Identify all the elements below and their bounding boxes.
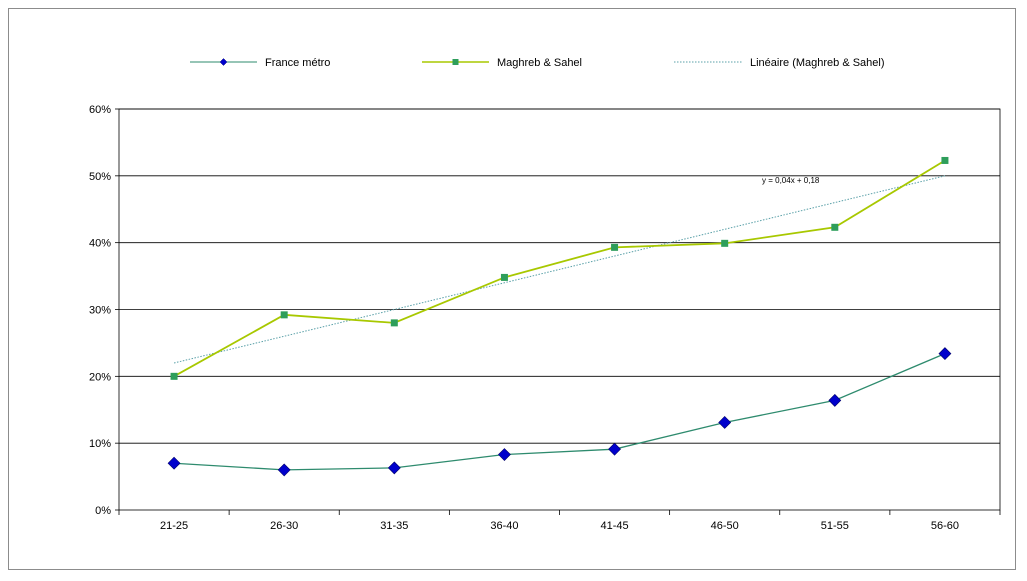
series-group [167, 156, 952, 477]
data-point [498, 448, 511, 461]
y-tick-label: 30% [89, 305, 111, 317]
y-tick-label: 40% [89, 238, 111, 250]
trendline-equation: y = 0,04x + 0,18 [762, 176, 820, 185]
legend-label-trendline: Linéaire (Maghreb & Sahel) [750, 57, 885, 69]
chart-frame: France métro Maghreb & Sahel Linéaire (M… [8, 8, 1016, 570]
data-point [608, 442, 621, 456]
data-point [831, 223, 839, 231]
data-point [167, 456, 181, 470]
legend-item-france: France métro [190, 57, 330, 69]
legend: France métro Maghreb & Sahel Linéaire (M… [190, 57, 885, 69]
series-maghreb-sahel [170, 156, 949, 380]
trendline-group [173, 175, 946, 364]
y-axis-tick-labels: 0% 10% 20% 30% 40% 50% 60% [89, 104, 111, 517]
x-tick-label: 46-50 [711, 520, 739, 532]
axes [115, 108, 1001, 515]
x-tick-label: 51-55 [821, 520, 849, 532]
legend-item-trendline: Linéaire (Maghreb & Sahel) [674, 57, 885, 69]
y-tick-label: 60% [89, 104, 111, 116]
x-tick-label: 31-35 [380, 520, 408, 532]
x-tick-label: 26-30 [270, 520, 298, 532]
x-tick-label: 36-40 [490, 520, 518, 532]
x-tick-label: 21-25 [160, 520, 188, 532]
y-tick-label: 50% [89, 171, 111, 183]
gridlines [119, 108, 1000, 444]
trendline-maghreb-sahel [173, 175, 946, 364]
data-point [280, 311, 288, 319]
x-tick-label: 41-45 [600, 520, 628, 532]
y-tick-label: 0% [95, 505, 111, 517]
series-france-metro [167, 347, 952, 477]
data-point [941, 156, 949, 164]
data-point [938, 347, 952, 361]
line-chart: France métro Maghreb & Sahel Linéaire (M… [89, 57, 1001, 532]
legend-label-france: France métro [265, 57, 330, 69]
data-point [277, 463, 291, 477]
data-point [170, 372, 178, 380]
legend-label-maghreb: Maghreb & Sahel [497, 57, 582, 69]
data-point [500, 273, 508, 281]
y-tick-label: 20% [89, 371, 111, 383]
x-axis-tick-labels: 21-25 26-30 31-35 36-40 41-45 46-50 51-55 56-60 [160, 520, 959, 532]
series-line [174, 353, 946, 471]
x-tick-label: 56-60 [931, 520, 959, 532]
series-line [173, 159, 946, 378]
legend-item-maghreb: Maghreb & Sahel [422, 57, 582, 69]
data-point [611, 243, 619, 251]
data-point [390, 319, 398, 327]
data-point [721, 239, 729, 247]
data-point [718, 416, 732, 429]
data-point [828, 393, 842, 407]
y-tick-label: 10% [89, 438, 111, 450]
data-point [387, 461, 401, 475]
